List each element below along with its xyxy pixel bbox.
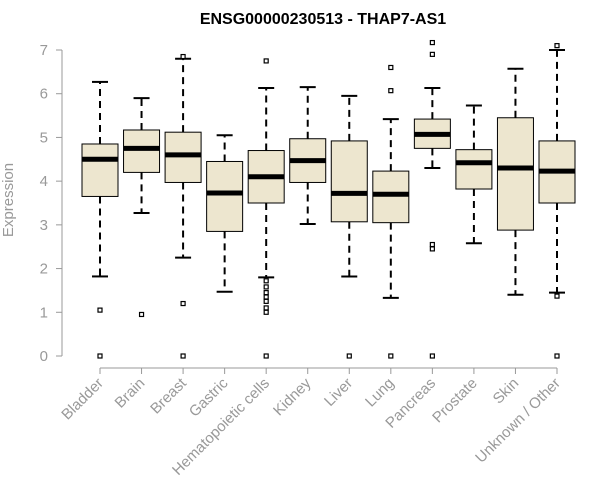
box-group xyxy=(206,134,244,293)
outlier-point xyxy=(429,246,435,252)
x-tick-label: Breast xyxy=(147,374,190,417)
outlier-point xyxy=(429,39,435,46)
x-tick-label: Brain xyxy=(112,375,149,412)
x-tick-label: Lung xyxy=(362,375,398,411)
box xyxy=(372,170,410,224)
boxes xyxy=(81,39,576,359)
outlier-point xyxy=(388,353,394,359)
outlier-point xyxy=(138,311,145,318)
box-group xyxy=(247,58,285,359)
y-axis-label: Expression xyxy=(0,163,17,237)
box-group xyxy=(455,104,493,245)
y-tick-label: 5 xyxy=(40,129,48,146)
box-group xyxy=(372,64,410,359)
outlier-point xyxy=(180,53,186,60)
y-tick-label: 3 xyxy=(40,217,48,234)
outlier-point xyxy=(263,305,269,311)
outlier-point xyxy=(429,241,435,248)
outlier-point xyxy=(388,64,394,71)
box xyxy=(206,160,244,232)
x-tick-label: Prostate xyxy=(429,375,481,427)
x-tick-label: Kidney xyxy=(270,374,315,419)
outlier-point xyxy=(429,51,435,57)
outlier-point xyxy=(180,353,186,359)
outlier-point xyxy=(263,278,269,284)
box xyxy=(123,129,161,173)
outlier-point xyxy=(554,353,560,359)
outlier-point xyxy=(263,58,269,64)
box-group xyxy=(81,80,119,359)
x-tick-label: Liver xyxy=(321,375,356,410)
outlier-point xyxy=(97,307,103,313)
y-tick-label: 0 xyxy=(40,348,48,365)
outlier-point xyxy=(263,298,269,304)
outlier-point xyxy=(263,309,269,315)
box xyxy=(81,143,119,197)
outlier-point xyxy=(97,353,103,359)
x-tick-label: Skin xyxy=(490,375,523,408)
box-group xyxy=(538,43,576,359)
box xyxy=(455,149,493,190)
outlier-point xyxy=(346,353,352,359)
outlier-point xyxy=(554,43,560,49)
box-group xyxy=(164,53,202,359)
outlier-point xyxy=(263,284,269,290)
y-tick-label: 6 xyxy=(40,86,48,103)
outlier-point xyxy=(180,300,186,307)
box-group xyxy=(289,86,327,225)
y-tick-label: 1 xyxy=(40,304,48,321)
box-group xyxy=(413,39,451,359)
box-group xyxy=(330,94,368,359)
box-group xyxy=(496,67,534,296)
x-tick-label: Bladder xyxy=(58,375,107,424)
outlier-point xyxy=(388,88,394,94)
outlier-point xyxy=(429,353,435,359)
chart-title: ENSG00000230513 - THAP7-AS1 xyxy=(200,11,446,28)
outlier-point xyxy=(263,353,269,359)
y-tick-label: 7 xyxy=(40,42,48,59)
outlier-point xyxy=(263,294,269,300)
outlier-point xyxy=(263,290,269,296)
y-tick-label: 2 xyxy=(40,261,48,278)
y-tick-label: 4 xyxy=(40,173,48,190)
outlier-point xyxy=(554,293,560,299)
box xyxy=(330,140,368,223)
box xyxy=(496,117,534,231)
box-group xyxy=(123,97,161,318)
